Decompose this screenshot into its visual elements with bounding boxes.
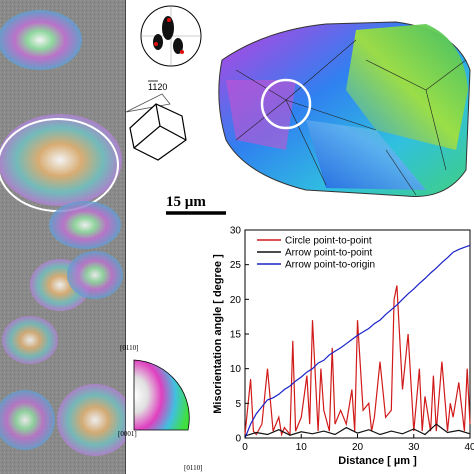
ipf-label-top: [0110] xyxy=(120,344,138,352)
x-tick-label: 20 xyxy=(352,442,364,453)
y-tick-label: 0 xyxy=(235,434,241,445)
pole-figure: 1120 xyxy=(126,0,216,92)
misorientation-chart: 0 10 20 30 40 0 5 10 15 20 25 30 Distance [ µm ] Mi… xyxy=(200,220,474,474)
y-tick-label: 25 xyxy=(230,260,242,271)
x-axis-label: Distance [ µm ] xyxy=(338,455,417,467)
x-tick-label: 0 xyxy=(242,442,248,453)
series-line-2 xyxy=(244,423,471,437)
ipf-label-left: [0001] xyxy=(118,430,137,438)
crystal-sketch xyxy=(129,103,187,161)
ipf-color-key: [0110] [0001] [0110] xyxy=(118,340,202,474)
ebsd-map: 1120 15 µm xyxy=(126,0,471,215)
x-tick-label: 40 xyxy=(464,442,474,453)
legend-label: Arrow point-to-origin xyxy=(285,260,375,271)
micrograph-panel xyxy=(0,0,126,474)
selection-circle xyxy=(260,78,312,130)
y-tick-label: 5 xyxy=(235,399,241,410)
legend-label: Circle point-to-point xyxy=(285,236,372,247)
chart-svg: 0 10 20 30 40 0 5 10 15 20 25 30 Distance [ µm ] Mi… xyxy=(212,226,474,468)
ipf-wedge xyxy=(133,359,190,431)
legend-label: Arrow point-to-point xyxy=(285,248,372,259)
series-line-3 xyxy=(244,244,471,439)
x-tick-label: 10 xyxy=(296,442,308,453)
y-tick-label: 15 xyxy=(230,330,242,341)
ipf-label-bottom: [0110] xyxy=(184,464,202,472)
y-tick-label: 10 xyxy=(230,364,242,375)
series-line-1 xyxy=(244,285,471,437)
scale-bar-label: 15 µm xyxy=(166,194,206,210)
pole-figure-label: 1120 xyxy=(148,82,167,92)
arrow-head xyxy=(126,93,171,113)
y-tick-label: 30 xyxy=(230,226,242,237)
y-tick-label: 20 xyxy=(230,295,242,306)
x-tick-label: 30 xyxy=(408,442,420,453)
y-axis-label: Misorientation angle [ degree ] xyxy=(212,254,224,414)
ebsd-map-panel: 1120 15 µm xyxy=(126,0,474,220)
micrograph-image xyxy=(0,0,126,474)
